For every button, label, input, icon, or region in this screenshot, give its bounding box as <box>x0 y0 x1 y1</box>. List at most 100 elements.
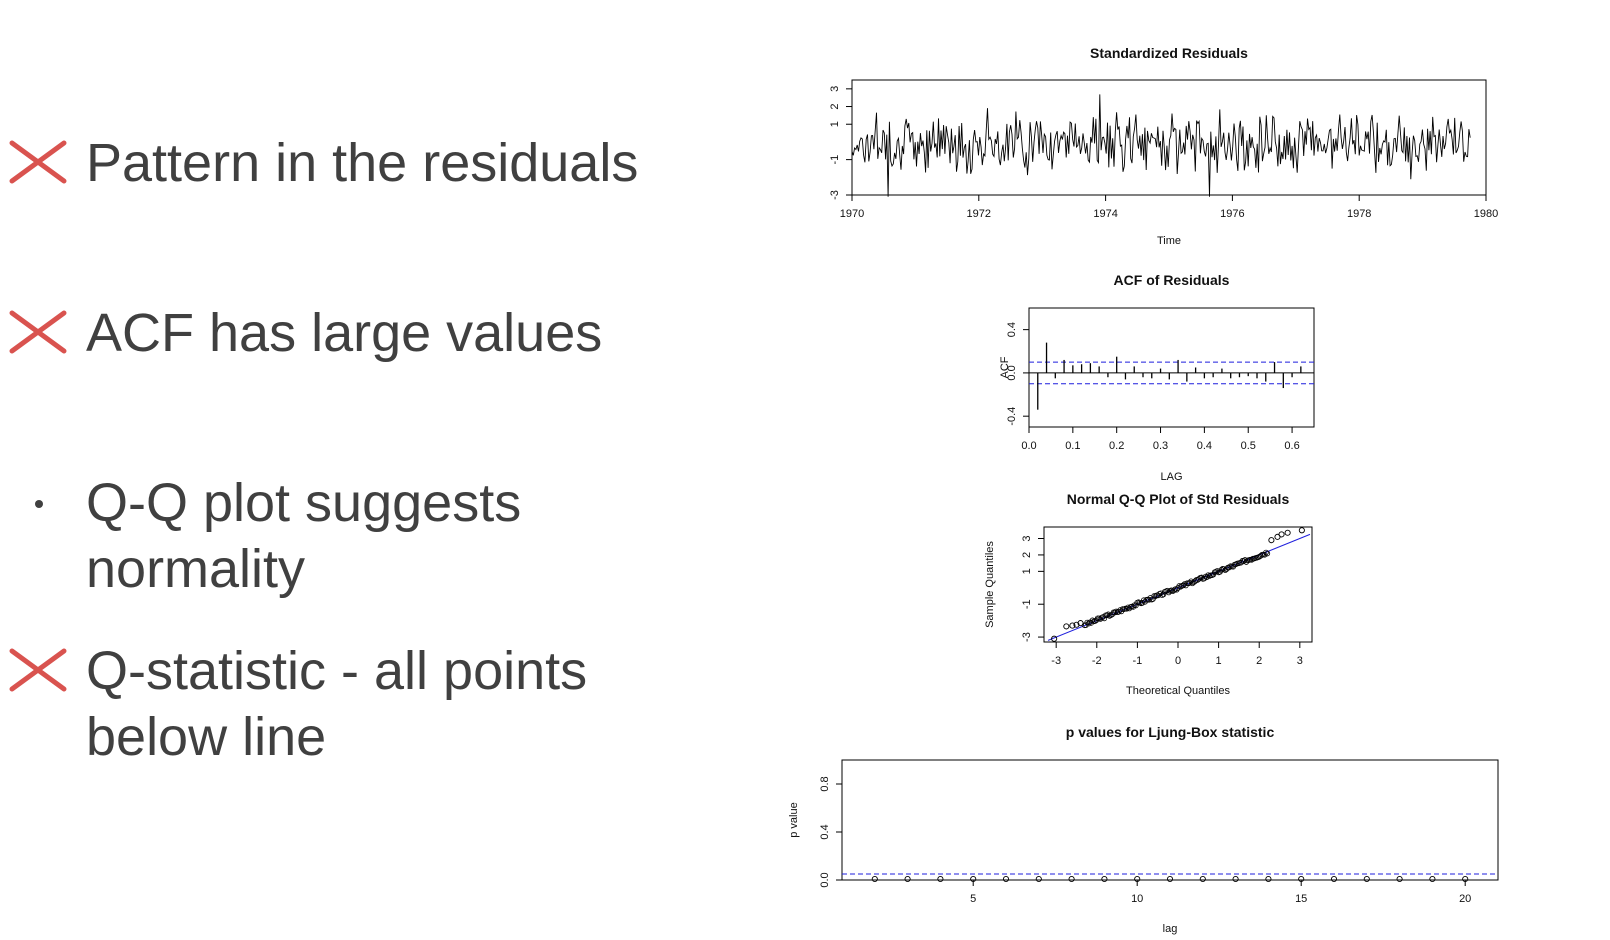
p-value-point <box>1330 875 1338 883</box>
x-axis-label: LAG <box>1160 471 1182 483</box>
x-tick-label: 1978 <box>1347 208 1371 220</box>
y-tick-label: -1 <box>829 155 841 165</box>
qq-point <box>1198 574 1205 581</box>
y-tick-label: -0.4 <box>1006 407 1018 426</box>
chart-title: ACF of Residuals <box>1114 272 1230 288</box>
y-tick-label: 3 <box>1021 535 1033 541</box>
qq-point <box>1073 621 1080 628</box>
bullet-text: Q-Q plot suggests normality <box>86 473 522 599</box>
qq-point <box>1139 600 1146 606</box>
y-tick-label: 2 <box>829 103 841 109</box>
qq-point <box>1196 576 1202 582</box>
plot-frame <box>851 79 1487 196</box>
qq-point <box>1181 581 1188 587</box>
y-axis-label: ACF <box>999 356 1011 378</box>
y-tick-label: 3 <box>829 86 841 92</box>
p-value-point <box>1101 875 1108 883</box>
qq-point <box>1186 579 1193 586</box>
qq-point <box>1214 568 1221 574</box>
qq-point <box>1063 623 1070 630</box>
y-tick-label: -3 <box>829 190 841 200</box>
qq-point <box>1298 527 1305 534</box>
p-value-point <box>1134 875 1141 883</box>
cross-icon <box>9 648 67 692</box>
qq-point <box>1117 607 1123 613</box>
qq-point <box>1173 586 1180 593</box>
dot-icon <box>35 500 43 508</box>
x-tick-label: 1 <box>1216 655 1222 667</box>
qq-point <box>1176 583 1183 589</box>
x-axis-label: lag <box>1163 923 1178 935</box>
x-tick-label: 0.4 <box>1197 440 1212 452</box>
plot-frame <box>1043 526 1313 643</box>
y-tick-label: 0.4 <box>1006 322 1018 337</box>
plot-frame <box>1028 307 1315 428</box>
y-axis-label: p value <box>788 802 800 837</box>
qq-point <box>1051 635 1058 642</box>
cross-icon <box>9 140 67 184</box>
qq-point <box>1089 617 1096 624</box>
x-axis-label: Time <box>1157 235 1181 247</box>
p-value-point <box>1462 875 1469 883</box>
x-tick-label: -1 <box>1133 655 1143 667</box>
y-tick-label: 0.8 <box>819 776 831 791</box>
p-value-point <box>970 875 977 883</box>
bullet-text: ACF has large values <box>86 303 603 363</box>
x-tick-label: 15 <box>1295 893 1307 905</box>
qq-point <box>1159 592 1165 598</box>
qq-point <box>1278 531 1285 538</box>
plot-frame <box>841 759 1499 881</box>
qq-reference-line <box>1047 533 1311 641</box>
x-tick-label: 10 <box>1131 893 1143 905</box>
p-value-point <box>1166 875 1174 883</box>
p-value-point <box>904 875 911 883</box>
x-tick-label: 0.1 <box>1065 440 1080 452</box>
x-tick-label: 2 <box>1256 655 1262 667</box>
p-value-point <box>1265 875 1272 883</box>
x-tick-label: 1976 <box>1220 208 1244 220</box>
y-tick-label: 0.0 <box>819 872 831 887</box>
x-tick-label: 20 <box>1459 893 1471 905</box>
y-tick-label: 1 <box>829 121 841 127</box>
x-tick-label: 3 <box>1297 655 1303 667</box>
qq-point <box>1152 593 1159 599</box>
y-tick-label: 0.0 <box>1006 365 1018 380</box>
bullet-text: Q-statistic - all points below line <box>86 641 588 767</box>
qq-point <box>1104 612 1110 619</box>
qq-point <box>1192 578 1198 585</box>
x-tick-label: -3 <box>1051 655 1061 667</box>
qq-point <box>1085 620 1092 627</box>
qq-point <box>1232 561 1239 568</box>
x-tick-label: 5 <box>970 893 976 905</box>
p-value-point <box>1232 875 1239 883</box>
qq-point <box>1125 604 1131 611</box>
x-tick-label: 0.3 <box>1153 440 1168 452</box>
p-value-point <box>1068 875 1075 883</box>
qq-point <box>1257 553 1264 559</box>
qq-point <box>1168 587 1175 594</box>
bullet-text: Pattern in the residuals <box>86 133 639 193</box>
qq-point <box>1284 529 1291 536</box>
chart-title: p values for Ljung-Box statistic <box>1066 724 1275 740</box>
qq-point <box>1226 564 1233 571</box>
y-axis-label: Sample Quantiles <box>984 541 996 628</box>
qq-point <box>1112 609 1118 616</box>
qq-point <box>1069 622 1076 629</box>
p-value-point <box>937 875 944 883</box>
bullet-list: Pattern in the residuals ACF has large v… <box>0 0 720 940</box>
x-tick-label: 1980 <box>1474 208 1498 220</box>
x-tick-label: 0.2 <box>1109 440 1124 452</box>
x-tick-label: 0.0 <box>1021 440 1036 452</box>
qq-point <box>1084 619 1091 626</box>
qq-point <box>1105 611 1112 618</box>
p-value-point <box>1298 875 1305 883</box>
x-tick-label: 0.6 <box>1284 440 1299 452</box>
qq-point <box>1140 597 1147 604</box>
qq-point <box>1221 566 1227 572</box>
qq-point <box>1268 537 1275 544</box>
p-value-point <box>1002 875 1010 883</box>
y-tick-label: 1 <box>1021 568 1033 574</box>
p-value-point <box>1199 875 1206 883</box>
cross-icon <box>9 310 67 354</box>
